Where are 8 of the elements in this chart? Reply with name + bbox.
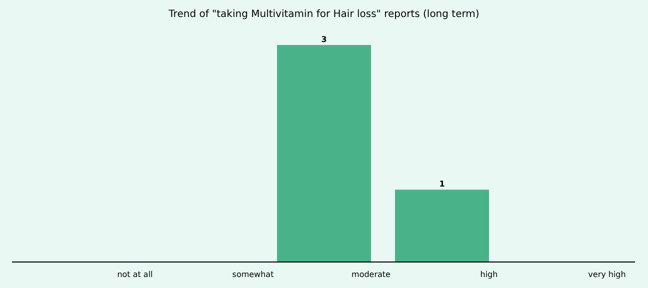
chart-title: Trend of "taking Multivitamin for Hair loss" reports (long term): [168, 9, 480, 20]
data-label: 1: [439, 180, 446, 189]
x-tick-label: moderate: [352, 270, 391, 279]
x-tick-label: high: [480, 270, 498, 279]
data-label: 3: [321, 35, 327, 44]
x-tick-label: somewhat: [232, 270, 274, 279]
x-tick-label: not at all: [117, 270, 153, 279]
x-tick-label: very high: [588, 270, 626, 279]
